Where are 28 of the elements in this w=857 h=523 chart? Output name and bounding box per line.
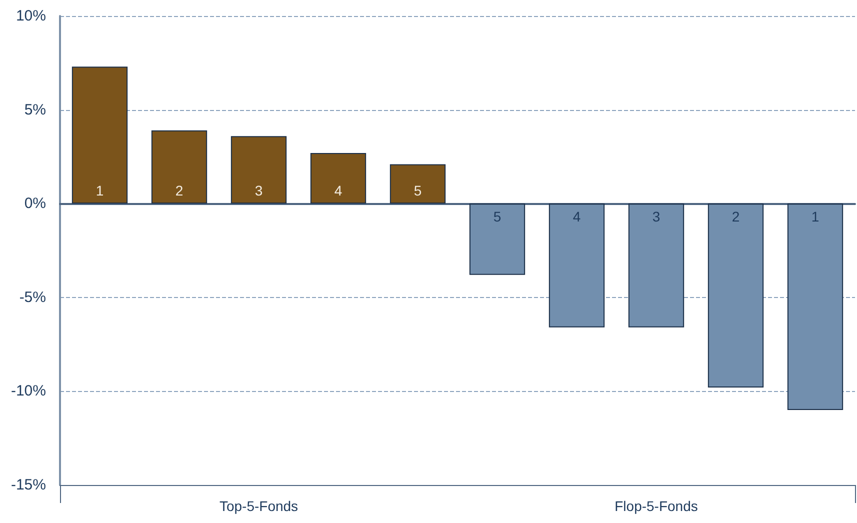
x-tick-label: 2 — [175, 182, 184, 199]
bar — [230, 136, 287, 204]
y-tick-label: 0% — [24, 195, 46, 212]
bar — [708, 204, 764, 388]
text: Flop-5-Fonds — [614, 498, 698, 514]
bar — [72, 66, 128, 204]
x-tick-label: 3 — [652, 208, 660, 225]
x-tick-label: 5 — [414, 182, 422, 199]
bar — [787, 204, 844, 410]
y-tick-label: -5% — [19, 288, 46, 306]
bar — [469, 204, 526, 275]
x-tick-label: 1 — [811, 208, 820, 225]
y-tick-label: -15% — [10, 476, 46, 494]
bar — [310, 152, 366, 204]
y-tick-label: 10% — [16, 8, 46, 24]
bar — [628, 204, 684, 328]
bar — [151, 130, 208, 204]
x-tick-label: 3 — [254, 182, 263, 199]
x-tick-label: 4 — [334, 182, 342, 199]
x-tick-label: 4 — [572, 208, 581, 225]
x-tick-label: 2 — [732, 208, 740, 225]
text: Top-5-Fonds — [219, 498, 298, 514]
y-tick-label: -10% — [10, 382, 46, 400]
y-tick-label: 5% — [24, 101, 46, 118]
bar — [548, 204, 605, 328]
x-tick-label: 5 — [493, 208, 502, 225]
bar — [390, 164, 446, 204]
x-tick-label: 1 — [96, 182, 104, 199]
